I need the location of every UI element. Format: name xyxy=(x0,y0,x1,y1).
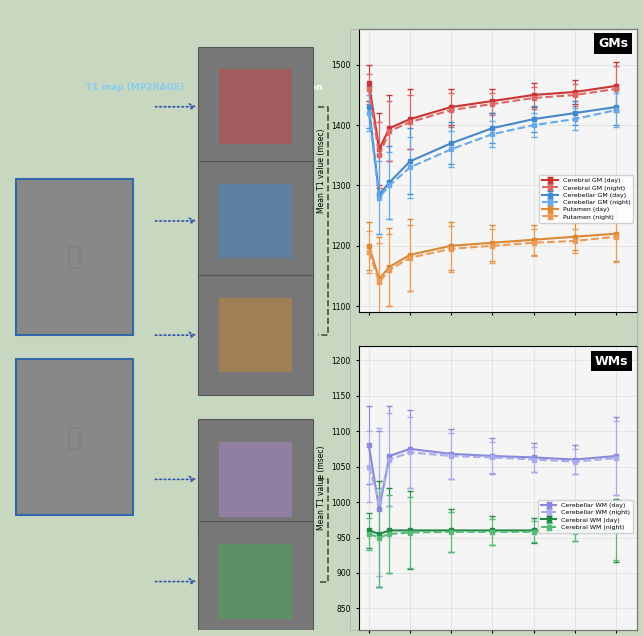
FancyBboxPatch shape xyxy=(199,46,312,167)
FancyBboxPatch shape xyxy=(219,69,292,144)
FancyBboxPatch shape xyxy=(199,419,312,539)
Text: Mask coregistration: Mask coregistration xyxy=(221,83,323,92)
Text: 🧠: 🧠 xyxy=(67,245,82,269)
FancyBboxPatch shape xyxy=(199,161,312,281)
Text: WMs: WMs xyxy=(595,355,628,368)
Y-axis label: Mean T1 value (msec): Mean T1 value (msec) xyxy=(317,446,326,530)
Text: GMs: GMs xyxy=(598,37,628,50)
Legend: Cerebellar WM (day), Cerebellar WM (night), Cerebral WM (day), Cerebral WM (nigh: Cerebellar WM (day), Cerebellar WM (nigh… xyxy=(538,499,633,533)
Text: 🧠: 🧠 xyxy=(67,425,82,449)
FancyBboxPatch shape xyxy=(219,298,292,373)
Text: T1 value–time curves: T1 value–time curves xyxy=(413,83,520,92)
Text: T1 map (MP2RAGE): T1 map (MP2RAGE) xyxy=(86,83,185,92)
Y-axis label: Mean T1 value (msec): Mean T1 value (msec) xyxy=(317,128,326,212)
FancyBboxPatch shape xyxy=(199,522,312,636)
FancyBboxPatch shape xyxy=(219,544,292,619)
FancyBboxPatch shape xyxy=(16,179,133,335)
Legend: Cerebral GM (day), Cerebral GM (night), Cerebellar GM (day), Cerebellar GM (nigh: Cerebral GM (day), Cerebral GM (night), … xyxy=(539,175,633,223)
FancyBboxPatch shape xyxy=(219,184,292,258)
FancyBboxPatch shape xyxy=(16,359,133,515)
FancyBboxPatch shape xyxy=(199,275,312,395)
FancyBboxPatch shape xyxy=(219,442,292,516)
